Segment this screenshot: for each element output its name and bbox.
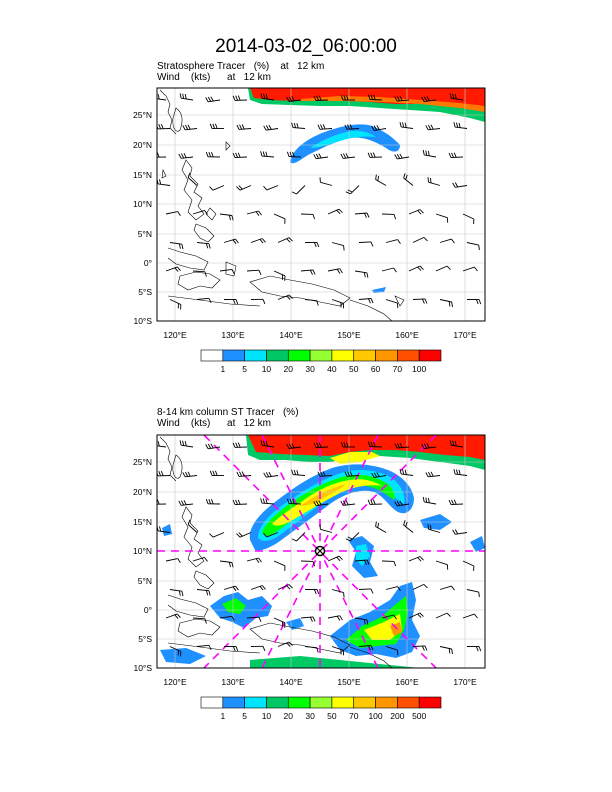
panel1-map: [157, 88, 485, 321]
panel1-label-line1: Stratosphere Tracer (%) at 12 km: [157, 61, 324, 72]
lon-label: 160°E: [395, 677, 419, 687]
lon-label: 160°E: [395, 330, 419, 340]
colorbar-label: 10: [262, 711, 272, 721]
lon-label: 140°E: [279, 677, 303, 687]
colorbar-label: 30: [305, 364, 315, 374]
colorbar-swatch: [375, 349, 398, 362]
colorbar-swatch: [200, 696, 224, 709]
colorbar-swatch: [266, 696, 289, 709]
panel2-coastlines: [159, 436, 393, 668]
lat-label: 10°N: [133, 546, 152, 556]
colorbar-label: 60: [371, 364, 381, 374]
colorbar-swatch: [353, 696, 376, 709]
colorbar-swatch: [309, 696, 333, 709]
colorbar-swatch: [287, 349, 311, 362]
lat-label: 20°N: [133, 487, 152, 497]
colorbar-label: 5: [242, 364, 247, 374]
lat-label: 15°N: [133, 170, 152, 180]
panel2-colorbar: 1 5 10 20 30 50 70 100 200 500: [200, 696, 442, 721]
panel2-lon-axis: 120°E 130°E 140°E 150°E 160°E 170°E: [163, 677, 477, 687]
colorbar-label: 100: [412, 364, 426, 374]
lon-label: 130°E: [221, 330, 245, 340]
lon-label: 170°E: [453, 330, 477, 340]
colorbar-label: 70: [393, 364, 403, 374]
lat-label: 10°S: [133, 663, 152, 673]
lon-label: 170°E: [453, 677, 477, 687]
panel2-wind-barbs: [157, 440, 482, 657]
lat-label: 5°S: [138, 634, 152, 644]
panel2-label-line1: 8-14 km column ST Tracer (%): [157, 407, 299, 418]
lon-label: 130°E: [221, 677, 245, 687]
lat-label: 10°N: [133, 199, 152, 209]
panel2-frame: [156, 434, 486, 669]
colorbar-label: 50: [327, 711, 337, 721]
colorbar-label: 30: [305, 711, 315, 721]
colorbar-swatch: [353, 349, 376, 362]
lat-label: 25°N: [133, 457, 152, 467]
colorbar-label: 500: [412, 711, 426, 721]
figure-title: 2014-03-02_06:00:00: [215, 36, 397, 57]
colorbar-label: 20: [284, 364, 294, 374]
colorbar-swatch: [244, 696, 267, 709]
panel2-map: [157, 435, 485, 668]
panel2-label-line2: Wind (kts) at 12 km: [157, 418, 271, 429]
colorbar-swatch: [222, 696, 245, 709]
panel1-lat-axis: 25°N 20°N 15°N 10°N 5°N 0° 5°S 10°S: [133, 110, 152, 326]
colorbar-swatch: [331, 696, 355, 709]
lon-label: 140°E: [279, 330, 303, 340]
panel1-colorbar: 1 5 10 20 30 40 50 60 70 100: [200, 349, 442, 374]
lat-label: 10°S: [133, 316, 152, 326]
lon-label: 150°E: [337, 330, 361, 340]
colorbar-swatch: [418, 696, 442, 709]
colorbar-swatch: [244, 349, 267, 362]
panel1-tracer-streamer: [290, 124, 400, 164]
lon-label: 120°E: [163, 677, 187, 687]
colorbar-swatch: [222, 349, 245, 362]
colorbar-label: 200: [390, 711, 404, 721]
panel1-lon-axis: 120°E 130°E 140°E 150°E 160°E 170°E: [163, 330, 477, 340]
panel1-wind-barbs: [157, 93, 482, 310]
colorbar-swatch: [397, 696, 420, 709]
colorbar-label: 5: [242, 711, 247, 721]
colorbar-label: 50: [349, 364, 359, 374]
colorbar-swatch: [266, 349, 289, 362]
colorbar-swatch: [418, 349, 442, 362]
lat-label: 20°N: [133, 140, 152, 150]
lat-label: 0°: [144, 605, 152, 615]
lat-label: 15°N: [133, 517, 152, 527]
colorbar-swatch: [331, 349, 355, 362]
panel1-coastlines: [159, 89, 405, 321]
panel1-frame: [156, 87, 486, 322]
colorbar-swatch: [200, 349, 224, 362]
panel1-label-line2: Wind (kts) at 12 km: [157, 72, 271, 83]
lon-label: 150°E: [337, 677, 361, 687]
colorbar-swatch: [309, 349, 333, 362]
lat-label: 0°: [144, 258, 152, 268]
lat-label: 5°S: [138, 287, 152, 297]
colorbar-label: 100: [368, 711, 382, 721]
colorbar-swatch: [287, 696, 311, 709]
lat-label: 5°N: [138, 229, 152, 239]
colorbar-label: 1: [220, 364, 225, 374]
panel2-tracer-north-core: [248, 435, 485, 460]
colorbar-swatch: [397, 349, 420, 362]
colorbar-label: 1: [220, 711, 225, 721]
lon-label: 120°E: [163, 330, 187, 340]
colorbar-label: 10: [262, 364, 272, 374]
colorbar-label: 40: [327, 364, 337, 374]
colorbar-swatch: [375, 696, 398, 709]
lat-label: 5°N: [138, 576, 152, 586]
colorbar-label: 20: [284, 711, 294, 721]
lat-label: 25°N: [133, 110, 152, 120]
colorbar-label: 70: [349, 711, 359, 721]
panel2-lat-axis: 25°N 20°N 15°N 10°N 5°N 0° 5°S 10°S: [133, 457, 152, 673]
panel2-center-marker: [314, 545, 326, 557]
